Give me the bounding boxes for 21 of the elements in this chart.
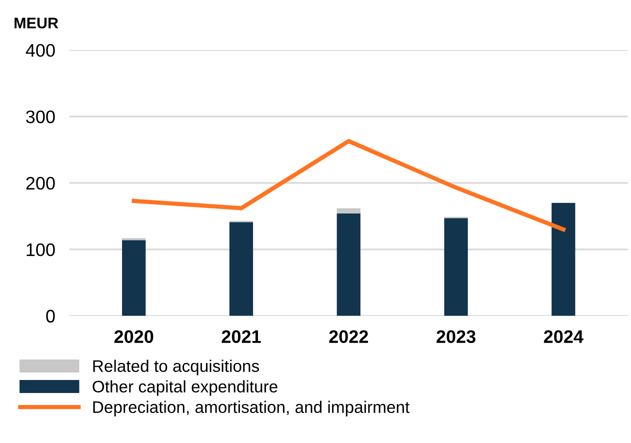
bar	[229, 222, 254, 316]
x-tick-label: 2024	[544, 330, 584, 344]
legend-label: Other capital expenditure	[92, 380, 278, 396]
x-tick-label: 2022	[329, 330, 368, 344]
bar	[444, 218, 468, 316]
x-tick-label: 2020	[114, 330, 154, 344]
line-series	[132, 139, 566, 232]
y-tick-label: 200	[26, 176, 55, 190]
bar	[122, 240, 146, 316]
y-tick-label: 0	[46, 310, 55, 323]
y-tick-label: 400	[26, 44, 55, 57]
y-tick-label: 100	[26, 243, 55, 256]
x-tick-label: 2023	[436, 330, 476, 344]
bar	[336, 214, 360, 316]
y-axis-title: MEUR	[14, 18, 58, 28]
x-tick-label: 2021	[222, 330, 261, 344]
y-tick-label: 300	[26, 110, 55, 124]
legend-label: Depreciation, amortisation, and impairment	[93, 400, 410, 416]
legend-label: Related to acquisitions	[93, 360, 259, 376]
bar	[336, 208, 360, 214]
bar	[552, 202, 576, 316]
